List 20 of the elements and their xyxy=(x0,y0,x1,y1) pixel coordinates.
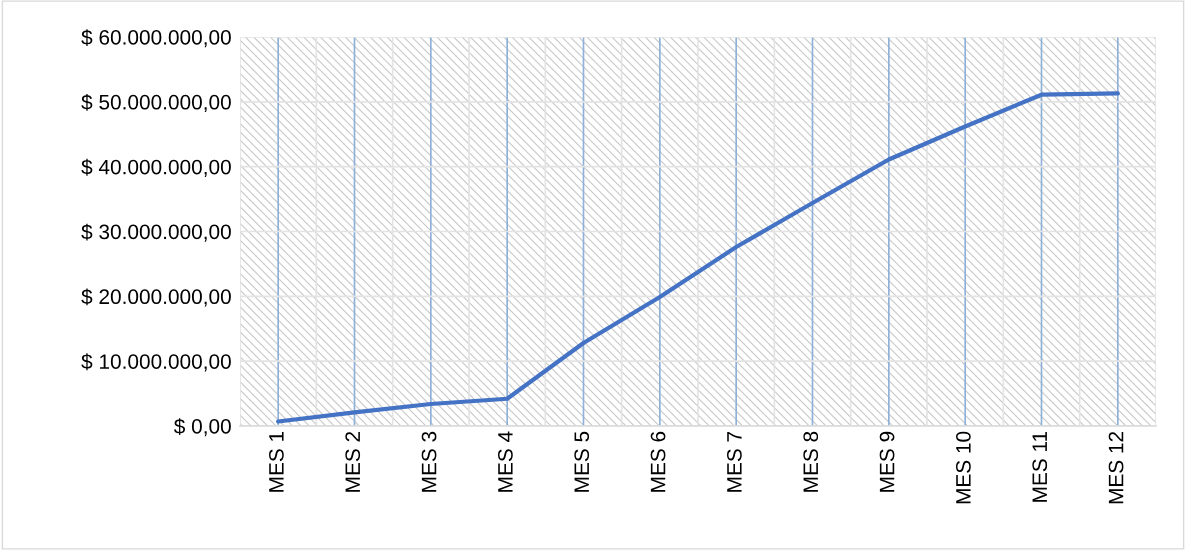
x-tick-label: MES 11 xyxy=(1032,431,1048,502)
x-tick-label: MES 2 xyxy=(345,431,361,492)
y-tick-label: $ 20.000.000,00 xyxy=(81,288,231,307)
y-tick-label: $ 60.000.000,00 xyxy=(81,29,231,48)
x-tick-label: MES 3 xyxy=(421,431,437,492)
line-series xyxy=(276,91,1120,424)
x-tick-label: MES 4 xyxy=(498,431,513,492)
x-tick-label: MES 10 xyxy=(956,431,971,504)
y-tick-label: $ 10.000.000,00 xyxy=(81,353,231,372)
x-tick-label: MES 9 xyxy=(879,431,895,492)
y-tick-label: $ 50.000.000,00 xyxy=(81,93,231,113)
x-tick-label: MES 6 xyxy=(650,431,666,492)
y-tick-label: $ 40.000.000,00 xyxy=(81,158,231,177)
y-tick-label: $ 30.000.000,00 xyxy=(81,223,231,242)
x-tick-label: MES 7 xyxy=(727,431,742,492)
x-tick-label: MES 5 xyxy=(574,431,590,492)
x-tick-label: MES 12 xyxy=(1108,431,1124,504)
x-tick-label: MES 1 xyxy=(269,431,284,492)
x-tick-label: MES 8 xyxy=(803,431,819,492)
y-tick-label: $ 0,00 xyxy=(173,418,231,437)
